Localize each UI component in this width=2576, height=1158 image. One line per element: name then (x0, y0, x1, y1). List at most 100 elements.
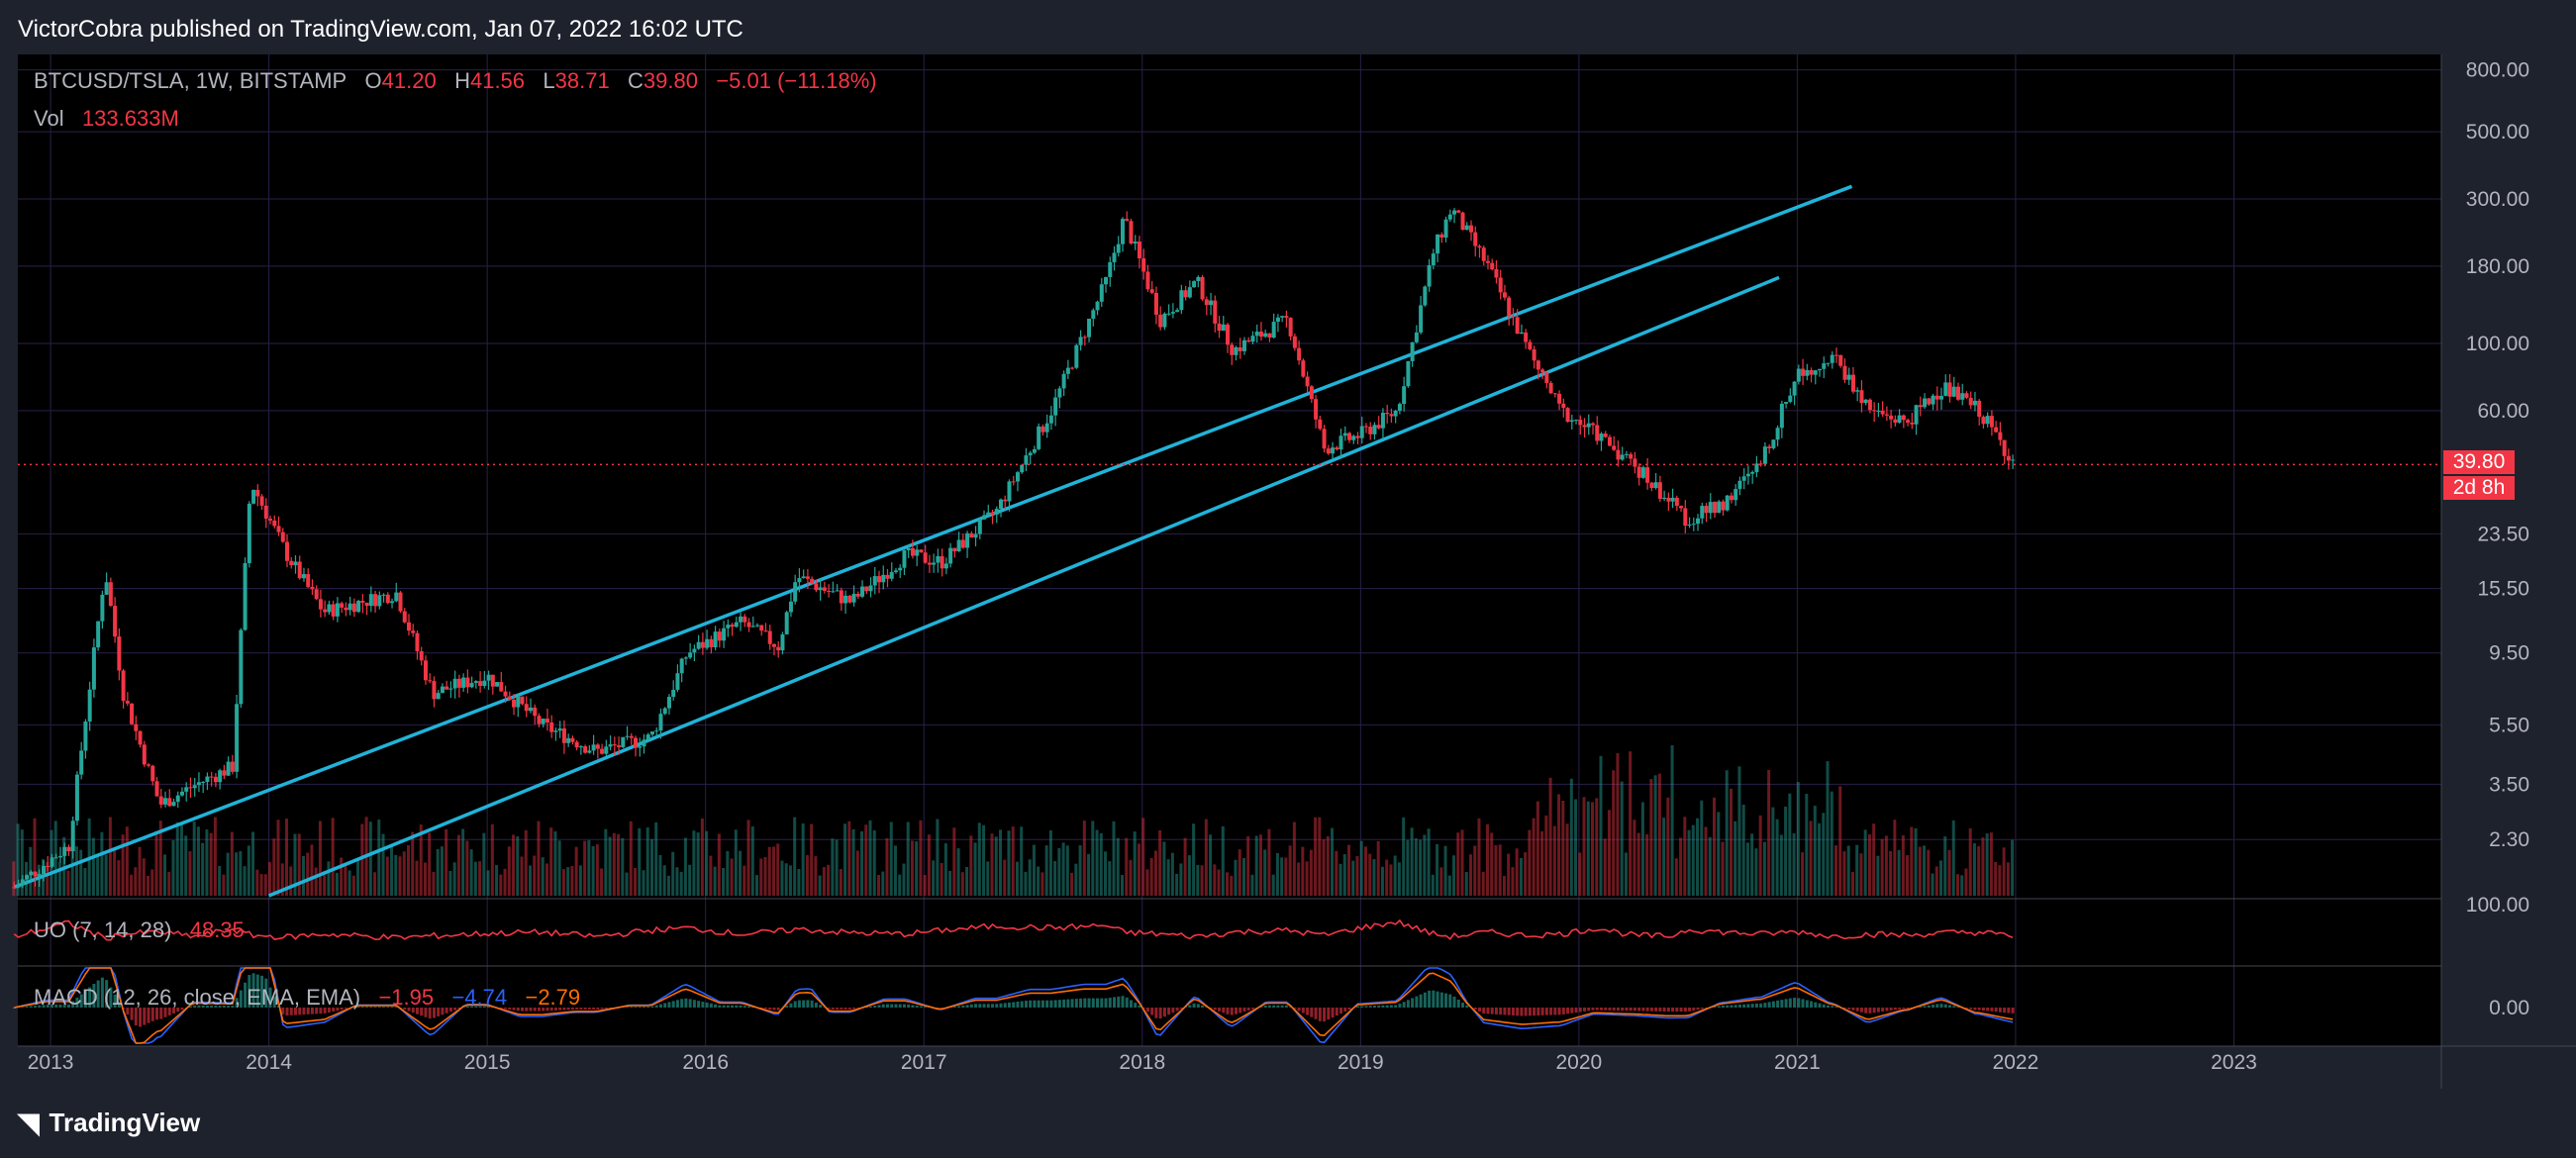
macd-histogram-bar (768, 1008, 772, 1010)
volume-bar (545, 863, 548, 896)
volume-bar (104, 854, 108, 896)
macd-histogram-bar (596, 1008, 600, 1010)
candle-body (1342, 433, 1347, 436)
macd-histogram-bar (705, 1002, 709, 1008)
candle-body (1490, 262, 1495, 270)
volume-bar (1855, 844, 1859, 896)
macd-histogram-bar (1533, 1008, 1536, 1016)
macd-histogram-bar (1297, 1008, 1301, 1012)
macd-histogram-bar (1872, 1008, 1876, 1013)
volume-bar (855, 850, 859, 896)
volume-bar (1767, 769, 1771, 896)
candle-body (1275, 317, 1280, 323)
volume-bar (390, 844, 394, 896)
uo-legend[interactable]: UO (7, 14, 28) 48.35 (34, 917, 245, 944)
macd-histogram-bar (1402, 1002, 1406, 1008)
candle-body (66, 846, 71, 852)
macd-histogram-bar (508, 1008, 512, 1011)
countdown-tag: 2d 8h (2443, 476, 2515, 501)
macd-histogram-bar (1209, 1008, 1213, 1009)
macd-histogram-bar (188, 1006, 192, 1008)
volume-bar (394, 854, 398, 896)
volume-bar (1544, 815, 1548, 896)
candle-body (919, 549, 924, 553)
volume-bar (1906, 855, 1910, 896)
candle-body (688, 652, 693, 658)
macd-histogram-bar (650, 1006, 654, 1008)
macd-histogram-bar (789, 1003, 793, 1008)
candle-body (1108, 261, 1113, 277)
volume-bar (612, 832, 616, 896)
x-tick-label: 2016 (682, 1051, 729, 1074)
volume-bar (117, 860, 121, 896)
macd-histogram-bar (1906, 1008, 1910, 1010)
candle-body (1822, 363, 1827, 369)
volume-bar (1687, 829, 1691, 896)
macd-histogram-bar (516, 1008, 520, 1012)
candle-body (1057, 388, 1062, 398)
macd-histogram-bar (1301, 1008, 1305, 1013)
candle-body (473, 681, 478, 684)
volume-bar (289, 866, 293, 896)
macd-histogram-bar (1134, 1003, 1138, 1008)
candle-body (1048, 415, 1053, 424)
macd-histogram-bar (1016, 1001, 1020, 1008)
candle-body (591, 744, 596, 751)
candle-body (1129, 221, 1134, 244)
candle-body (1943, 382, 1948, 396)
y-tick-label: 23.50 (2477, 523, 2529, 545)
candle-body (74, 774, 79, 821)
macd-histogram-bar (969, 1004, 973, 1008)
macd-histogram-bar (1293, 1008, 1297, 1010)
macd-histogram-bar (919, 1006, 923, 1008)
candle-body (1153, 292, 1158, 315)
candle-body (331, 604, 336, 617)
macd-histogram-bar (1121, 996, 1125, 1008)
macd-legend[interactable]: MACD (12, 26, close, EMA, EMA) −1.95 −4.… (34, 984, 580, 1012)
macd-histogram-bar (1868, 1008, 1872, 1013)
candle-body (142, 744, 147, 765)
volume-bar (1129, 859, 1133, 896)
volume-bar (276, 820, 280, 896)
volume-bar (419, 824, 423, 896)
volume-bar (570, 866, 574, 896)
candle-body (1397, 404, 1402, 411)
volume-bar (919, 820, 923, 896)
volume-bar (625, 872, 629, 896)
volume-bar (1192, 823, 1196, 896)
candle-body (629, 735, 634, 738)
candle-body (1309, 386, 1314, 400)
volume-bar (1280, 857, 1284, 896)
candle-body (1196, 276, 1201, 282)
volume-bar (263, 874, 267, 896)
volume-bar (1532, 818, 1536, 896)
macd-histogram-bar (1902, 1008, 1906, 1010)
volume-bar (1032, 844, 1036, 896)
candle-body (1271, 322, 1276, 338)
candle-body (805, 576, 810, 579)
candle-body (1410, 341, 1415, 361)
volume-bar (1322, 839, 1326, 896)
candle-body (1091, 310, 1096, 319)
candle-body (831, 591, 836, 593)
volume-bar (184, 835, 188, 896)
volume-bar (1267, 828, 1271, 896)
candle-body (175, 795, 180, 803)
macd-histogram-bar (143, 1008, 147, 1025)
candle-body (1540, 369, 1545, 373)
symbol-legend[interactable]: BTCUSD/TSLA, 1W, BITSTAMP O41.20 H41.56 … (34, 67, 877, 95)
tradingview-logo[interactable]: ◥ TradingView (18, 1107, 200, 1139)
macd-histogram-bar (579, 1008, 583, 1010)
volume-bar (574, 846, 578, 896)
volume-bar (503, 868, 507, 896)
volume-legend[interactable]: Vol 133.633M (34, 105, 179, 133)
candle-body (239, 629, 244, 705)
volume-bar (482, 832, 486, 896)
volume-bar (1003, 859, 1007, 896)
candle-body (759, 625, 764, 631)
volume-bar (1939, 860, 1943, 896)
volume-bar (108, 817, 112, 896)
macd-histogram-bar (1461, 1003, 1465, 1008)
volume-bar (1120, 875, 1124, 896)
